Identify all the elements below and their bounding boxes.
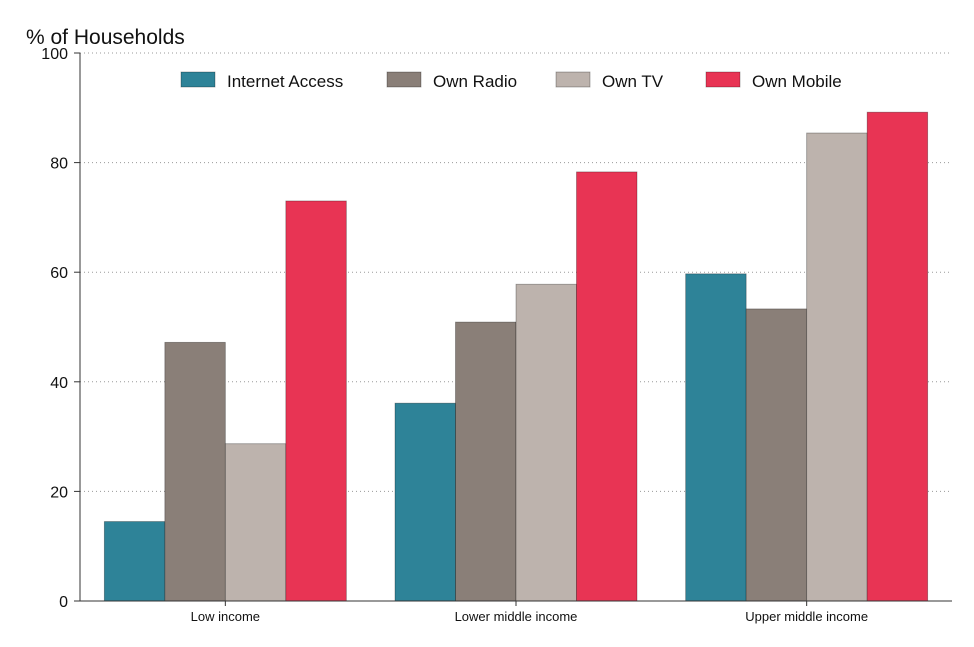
bar	[455, 321, 517, 602]
bars	[103, 111, 929, 602]
bar	[576, 171, 638, 602]
x-axis-categories: Low income Lower middle income Upper middl…	[191, 601, 868, 624]
legend: Internet Access Own Radio Own TV Own Mobile	[180, 71, 842, 91]
y-tick-label: 20	[50, 484, 68, 501]
x-category-label: Lower middle income	[455, 609, 578, 624]
bar	[394, 402, 456, 602]
legend-label: Own TV	[602, 72, 664, 91]
y-axis-ticks: 0 20 40 60 80 100	[41, 46, 80, 611]
y-tick-label: 60	[50, 265, 68, 282]
y-axis-title: % of Households	[26, 26, 185, 49]
legend-swatch	[180, 71, 216, 88]
legend-label: Own Mobile	[752, 72, 842, 91]
bar	[745, 308, 808, 602]
bar	[685, 273, 747, 602]
bar	[806, 132, 868, 602]
legend-label: Own Radio	[433, 72, 517, 91]
bar	[866, 111, 929, 602]
bar	[515, 283, 577, 602]
bar	[224, 443, 287, 602]
y-tick-label: 80	[50, 156, 68, 173]
y-tick-label: 0	[59, 594, 68, 611]
legend-swatch	[386, 71, 422, 88]
bar	[285, 200, 347, 602]
x-category-label: Low income	[191, 609, 260, 624]
legend-swatch	[705, 71, 741, 88]
y-tick-label: 40	[50, 375, 68, 392]
y-tick-label: 100	[41, 46, 68, 63]
bar	[164, 341, 226, 602]
legend-label: Internet Access	[227, 72, 343, 91]
x-category-label: Upper middle income	[745, 609, 868, 624]
bar	[103, 521, 166, 602]
legend-swatch	[555, 71, 591, 88]
